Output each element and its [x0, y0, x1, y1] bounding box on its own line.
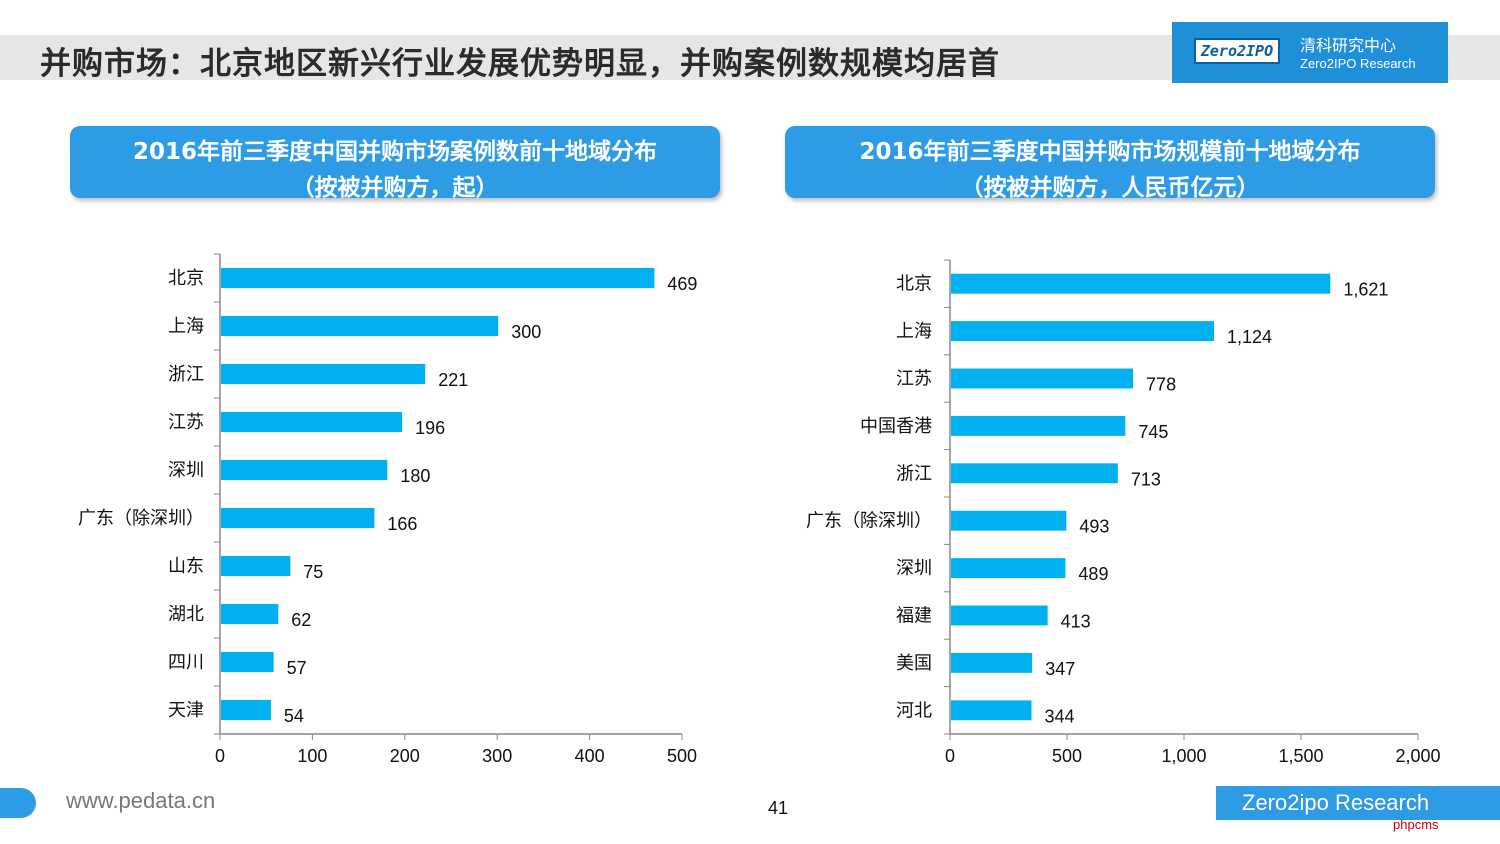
- left-bar: [221, 363, 426, 385]
- left-category-label: 深圳: [168, 460, 204, 481]
- right-value-label: 413: [1061, 612, 1091, 632]
- right-chart-subtitle: （按被并购方，人民币亿元）: [960, 175, 1260, 201]
- right-value-label: 1,124: [1227, 327, 1272, 347]
- right-x-tick-label: 1,500: [1278, 746, 1323, 766]
- right-category-label: 美国: [896, 653, 932, 674]
- right-value-label: 489: [1078, 564, 1108, 584]
- left-value-label: 62: [291, 610, 311, 630]
- right-category-label: 深圳: [896, 558, 932, 579]
- left-value-label: 196: [415, 418, 445, 438]
- deal-count-bar-chart: 北京 469 上海 300 浙江 221 江苏 196 深圳 180 广东（除深圳） 166 山东 75 湖…: [78, 253, 697, 766]
- right-x-tick-label: 500: [1052, 746, 1082, 766]
- left-category-label: 上海: [168, 316, 204, 337]
- right-category-label: 北京: [896, 274, 932, 295]
- left-bar: [221, 555, 291, 577]
- right-value-label: 745: [1138, 422, 1168, 442]
- left-category-label: 四川: [168, 652, 204, 673]
- left-category-label: 江苏: [168, 412, 204, 433]
- left-x-tick-label: 100: [297, 746, 327, 766]
- right-x-tick-label: 2,000: [1395, 746, 1440, 766]
- right-bar: [951, 652, 1033, 673]
- right-bar: [951, 700, 1032, 721]
- right-value-label: 713: [1131, 469, 1161, 489]
- left-category-label: 北京: [168, 268, 204, 289]
- right-bar: [951, 368, 1134, 389]
- left-x-tick-label: 200: [390, 746, 420, 766]
- left-value-label: 57: [287, 658, 307, 678]
- right-bar: [951, 463, 1118, 484]
- right-category-label: 江苏: [896, 369, 932, 390]
- left-chart-header: 2016年前三季度中国并购市场案例数前十地域分布 （按被并购方，起）: [70, 126, 720, 201]
- left-value-label: 54: [284, 706, 304, 726]
- left-bar: [221, 603, 279, 625]
- left-category-label: 山东: [168, 556, 204, 577]
- right-category-label: 浙江: [896, 463, 932, 484]
- left-bar: [221, 699, 271, 721]
- left-bar: [221, 315, 499, 337]
- left-chart-subtitle: （按被并购方，起）: [291, 175, 499, 201]
- left-chart-title: 2016年前三季度中国并购市场案例数前十地域分布: [132, 139, 657, 165]
- left-x-tick-label: 300: [482, 746, 512, 766]
- right-category-label: 福建: [896, 606, 932, 627]
- left-category-label: 湖北: [168, 604, 204, 625]
- right-category-label: 河北: [896, 700, 932, 721]
- left-x-tick-label: 0: [215, 746, 225, 766]
- right-bar: [951, 558, 1066, 579]
- left-value-label: 75: [303, 562, 323, 582]
- left-x-tick-label: 500: [667, 746, 697, 766]
- page-title: 并购市场：北京地区新兴行业发展优势明显，并购案例数规模均居首: [40, 46, 1000, 82]
- right-bar: [951, 273, 1331, 294]
- left-x-tick-label: 400: [575, 746, 605, 766]
- right-value-label: 778: [1146, 375, 1176, 395]
- left-value-label: 180: [400, 466, 430, 486]
- page-number: 41: [768, 798, 789, 818]
- logo-mark: Zero2IPO: [1194, 38, 1280, 64]
- right-value-label: 1,621: [1343, 280, 1388, 300]
- left-value-label: 469: [667, 274, 697, 294]
- deal-value-bar-chart: 北京 1,621 上海 1,124 江苏 778 中国香港 745 浙江 713 广东（除深圳） 49…: [806, 259, 1441, 766]
- right-x-tick-label: 1,000: [1161, 746, 1206, 766]
- watermark: phpcms: [1393, 817, 1439, 832]
- left-category-label: 浙江: [168, 364, 204, 385]
- logo-cn-name: 清科研究中心: [1300, 36, 1397, 55]
- right-bar: [951, 510, 1067, 531]
- left-bar: [221, 411, 403, 433]
- right-value-label: 347: [1045, 659, 1075, 679]
- right-value-label: 493: [1079, 517, 1109, 537]
- left-bar: [221, 267, 655, 289]
- left-bar: [221, 651, 274, 673]
- footer-brand: Zero2ipo Research: [1216, 786, 1500, 820]
- right-chart-header: 2016年前三季度中国并购市场规模前十地域分布 （按被并购方，人民币亿元）: [785, 126, 1435, 201]
- left-value-label: 300: [511, 322, 541, 342]
- left-category-label: 天津: [168, 700, 204, 721]
- left-bar: [221, 459, 388, 481]
- left-value-label: 166: [387, 514, 417, 534]
- footer-accent: [0, 788, 36, 818]
- footer-url: www.pedata.cn: [66, 788, 216, 813]
- right-category-label: 上海: [896, 321, 932, 342]
- right-value-label: 344: [1044, 706, 1074, 726]
- logo-en-name: Zero2IPO Research: [1300, 56, 1416, 71]
- right-bar: [951, 415, 1126, 436]
- zero2ipo-logo: Zero2IPO 清科研究中心 Zero2IPO Research: [1172, 22, 1448, 83]
- left-value-label: 221: [438, 370, 468, 390]
- left-bar: [221, 507, 375, 529]
- right-bar: [951, 605, 1048, 626]
- right-bar: [951, 321, 1215, 342]
- right-category-label: 中国香港: [860, 416, 932, 437]
- right-x-tick-label: 0: [945, 746, 955, 766]
- right-category-label: 广东（除深圳）: [806, 511, 932, 532]
- left-category-label: 广东（除深圳）: [78, 508, 204, 529]
- right-chart-title: 2016年前三季度中国并购市场规模前十地域分布: [859, 139, 1361, 165]
